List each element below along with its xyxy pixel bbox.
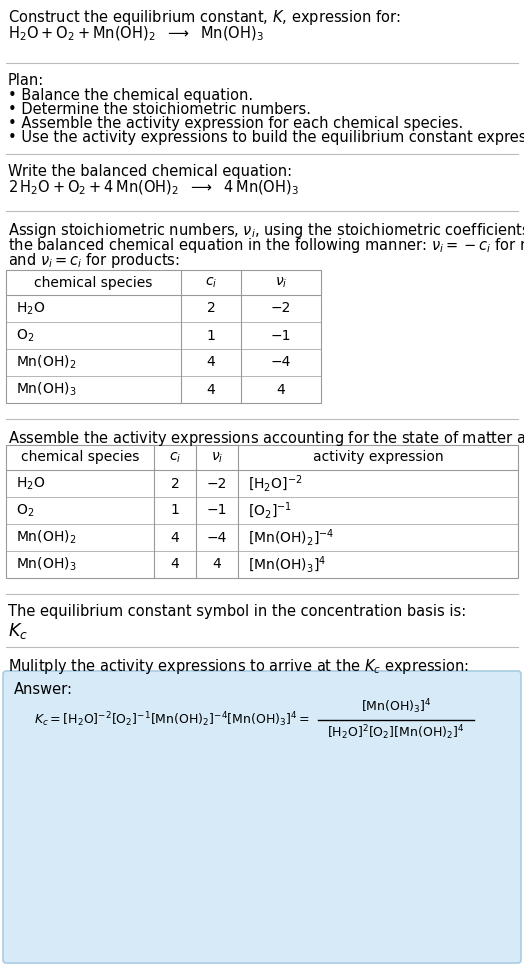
Text: $[\mathrm{O_2}]^{-1}$: $[\mathrm{O_2}]^{-1}$	[248, 500, 292, 521]
Text: The equilibrium constant symbol in the concentration basis is:: The equilibrium constant symbol in the c…	[8, 604, 466, 619]
Text: • Balance the chemical equation.: • Balance the chemical equation.	[8, 88, 253, 103]
Text: $[\mathrm{Mn(OH)_3}]^4$: $[\mathrm{Mn(OH)_3}]^4$	[361, 698, 431, 716]
Text: $\mathrm{O_2}$: $\mathrm{O_2}$	[16, 503, 34, 519]
Text: Write the balanced chemical equation:: Write the balanced chemical equation:	[8, 164, 292, 179]
Text: chemical species: chemical species	[21, 451, 139, 464]
Text: −4: −4	[207, 531, 227, 544]
Text: Mulitply the activity expressions to arrive at the $K_c$ expression:: Mulitply the activity expressions to arr…	[8, 657, 469, 676]
Text: $\mathrm{Mn(OH)_2}$: $\mathrm{Mn(OH)_2}$	[16, 354, 77, 372]
Text: and $\nu_i = c_i$ for products:: and $\nu_i = c_i$ for products:	[8, 251, 180, 270]
Text: $c_i$: $c_i$	[169, 451, 181, 465]
FancyBboxPatch shape	[3, 671, 521, 963]
Text: • Assemble the activity expression for each chemical species.: • Assemble the activity expression for e…	[8, 116, 463, 131]
Text: −4: −4	[271, 355, 291, 370]
Text: chemical species: chemical species	[34, 275, 152, 290]
Text: 2: 2	[171, 477, 179, 490]
Text: Plan:: Plan:	[8, 73, 44, 88]
Text: 4: 4	[213, 558, 221, 571]
Text: Construct the equilibrium constant, $K$, expression for:: Construct the equilibrium constant, $K$,…	[8, 8, 401, 27]
Text: $\mathrm{Mn(OH)_3}$: $\mathrm{Mn(OH)_3}$	[16, 556, 77, 573]
Text: $\mathrm{Mn(OH)_3}$: $\mathrm{Mn(OH)_3}$	[16, 381, 77, 399]
Text: 4: 4	[277, 382, 286, 397]
Bar	[6, 445, 518, 578]
Text: $\mathrm{H_2O}$: $\mathrm{H_2O}$	[16, 300, 45, 317]
Text: $[\mathrm{Mn(OH)_3}]^{4}$: $[\mathrm{Mn(OH)_3}]^{4}$	[248, 554, 326, 575]
Text: $\mathrm{H_2O + O_2 + Mn(OH)_2}$  $\longrightarrow$  $\mathrm{Mn(OH)_3}$: $\mathrm{H_2O + O_2 + Mn(OH)_2}$ $\longr…	[8, 25, 264, 43]
Text: $K_c = [\mathrm{H_2O}]^{-2} [\mathrm{O_2}]^{-1} [\mathrm{Mn(OH)_2}]^{-4} [\mathr: $K_c = [\mathrm{H_2O}]^{-2} [\mathrm{O_2…	[34, 710, 310, 730]
Text: 1: 1	[171, 504, 179, 517]
Text: $[\mathrm{H_2O}]^2 [\mathrm{O_2}] [\mathrm{Mn(OH)_2}]^4$: $[\mathrm{H_2O}]^2 [\mathrm{O_2}] [\math…	[328, 724, 465, 742]
Bar	[6, 270, 321, 403]
Text: −1: −1	[207, 504, 227, 517]
Text: • Determine the stoichiometric numbers.: • Determine the stoichiometric numbers.	[8, 102, 311, 117]
Text: $\nu_i$: $\nu_i$	[211, 451, 223, 465]
Text: −1: −1	[271, 328, 291, 343]
Text: −2: −2	[271, 301, 291, 316]
Text: $c_i$: $c_i$	[205, 275, 217, 290]
Text: 4: 4	[171, 531, 179, 544]
Text: Answer:: Answer:	[14, 682, 73, 697]
Text: Assign stoichiometric numbers, $\nu_i$, using the stoichiometric coefficients, $: Assign stoichiometric numbers, $\nu_i$, …	[8, 221, 524, 240]
Text: 4: 4	[171, 558, 179, 571]
Text: $\mathrm{Mn(OH)_2}$: $\mathrm{Mn(OH)_2}$	[16, 529, 77, 546]
Text: −2: −2	[207, 477, 227, 490]
Text: $\mathrm{H_2O}$: $\mathrm{H_2O}$	[16, 476, 45, 492]
Text: $[\mathrm{Mn(OH)_2}]^{-4}$: $[\mathrm{Mn(OH)_2}]^{-4}$	[248, 527, 334, 548]
Text: activity expression: activity expression	[313, 451, 443, 464]
Text: $\mathrm{O_2}$: $\mathrm{O_2}$	[16, 327, 34, 344]
Text: $\mathrm{2\,H_2O + O_2 + 4\,Mn(OH)_2}$  $\longrightarrow$  $\mathrm{4\,Mn(OH)_3}: $\mathrm{2\,H_2O + O_2 + 4\,Mn(OH)_2}$ $…	[8, 179, 299, 198]
Text: the balanced chemical equation in the following manner: $\nu_i = -c_i$ for react: the balanced chemical equation in the fo…	[8, 236, 524, 255]
Text: $K_c$: $K_c$	[8, 621, 28, 641]
Text: Assemble the activity expressions accounting for the state of matter and $\nu_i$: Assemble the activity expressions accoun…	[8, 429, 524, 448]
Text: 1: 1	[206, 328, 215, 343]
Text: • Use the activity expressions to build the equilibrium constant expression.: • Use the activity expressions to build …	[8, 130, 524, 145]
Text: 4: 4	[206, 355, 215, 370]
Text: $\nu_i$: $\nu_i$	[275, 275, 287, 290]
Text: 2: 2	[206, 301, 215, 316]
Text: $[\mathrm{H_2O}]^{-2}$: $[\mathrm{H_2O}]^{-2}$	[248, 473, 302, 494]
Text: 4: 4	[206, 382, 215, 397]
